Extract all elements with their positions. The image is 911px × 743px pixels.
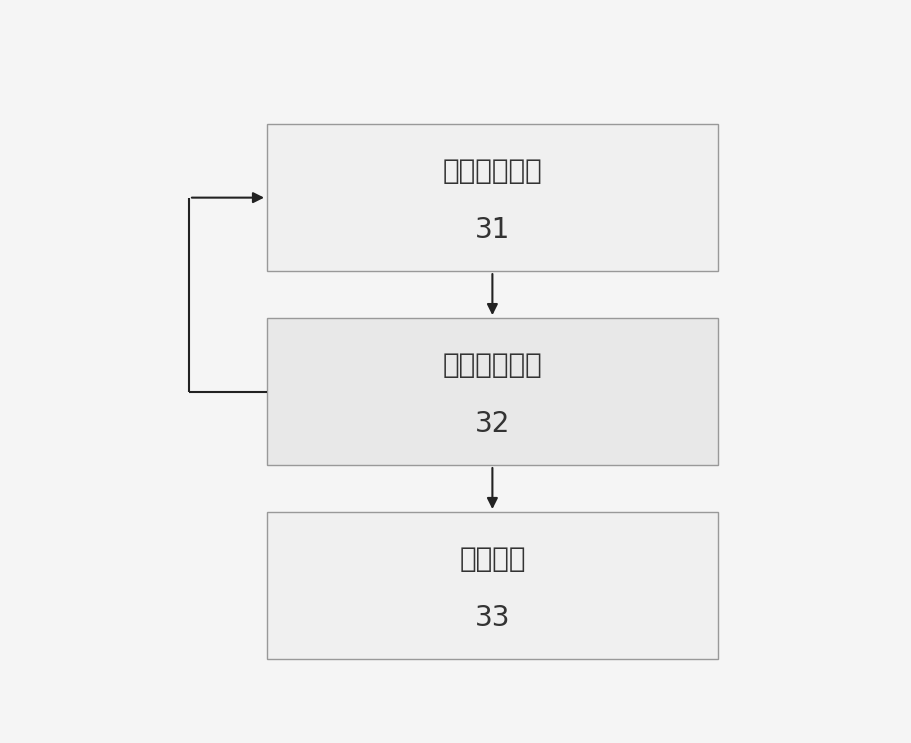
Bar (267, 124, 718, 271)
Text: 参数获取模块: 参数获取模块 (443, 158, 542, 185)
Text: 31: 31 (475, 216, 510, 244)
Text: 33: 33 (475, 604, 510, 632)
Bar (267, 512, 718, 659)
Text: 32: 32 (475, 410, 510, 438)
Bar (267, 318, 718, 465)
Text: 控制模块: 控制模块 (459, 545, 526, 573)
Text: 异常判断模块: 异常判断模块 (443, 351, 542, 379)
